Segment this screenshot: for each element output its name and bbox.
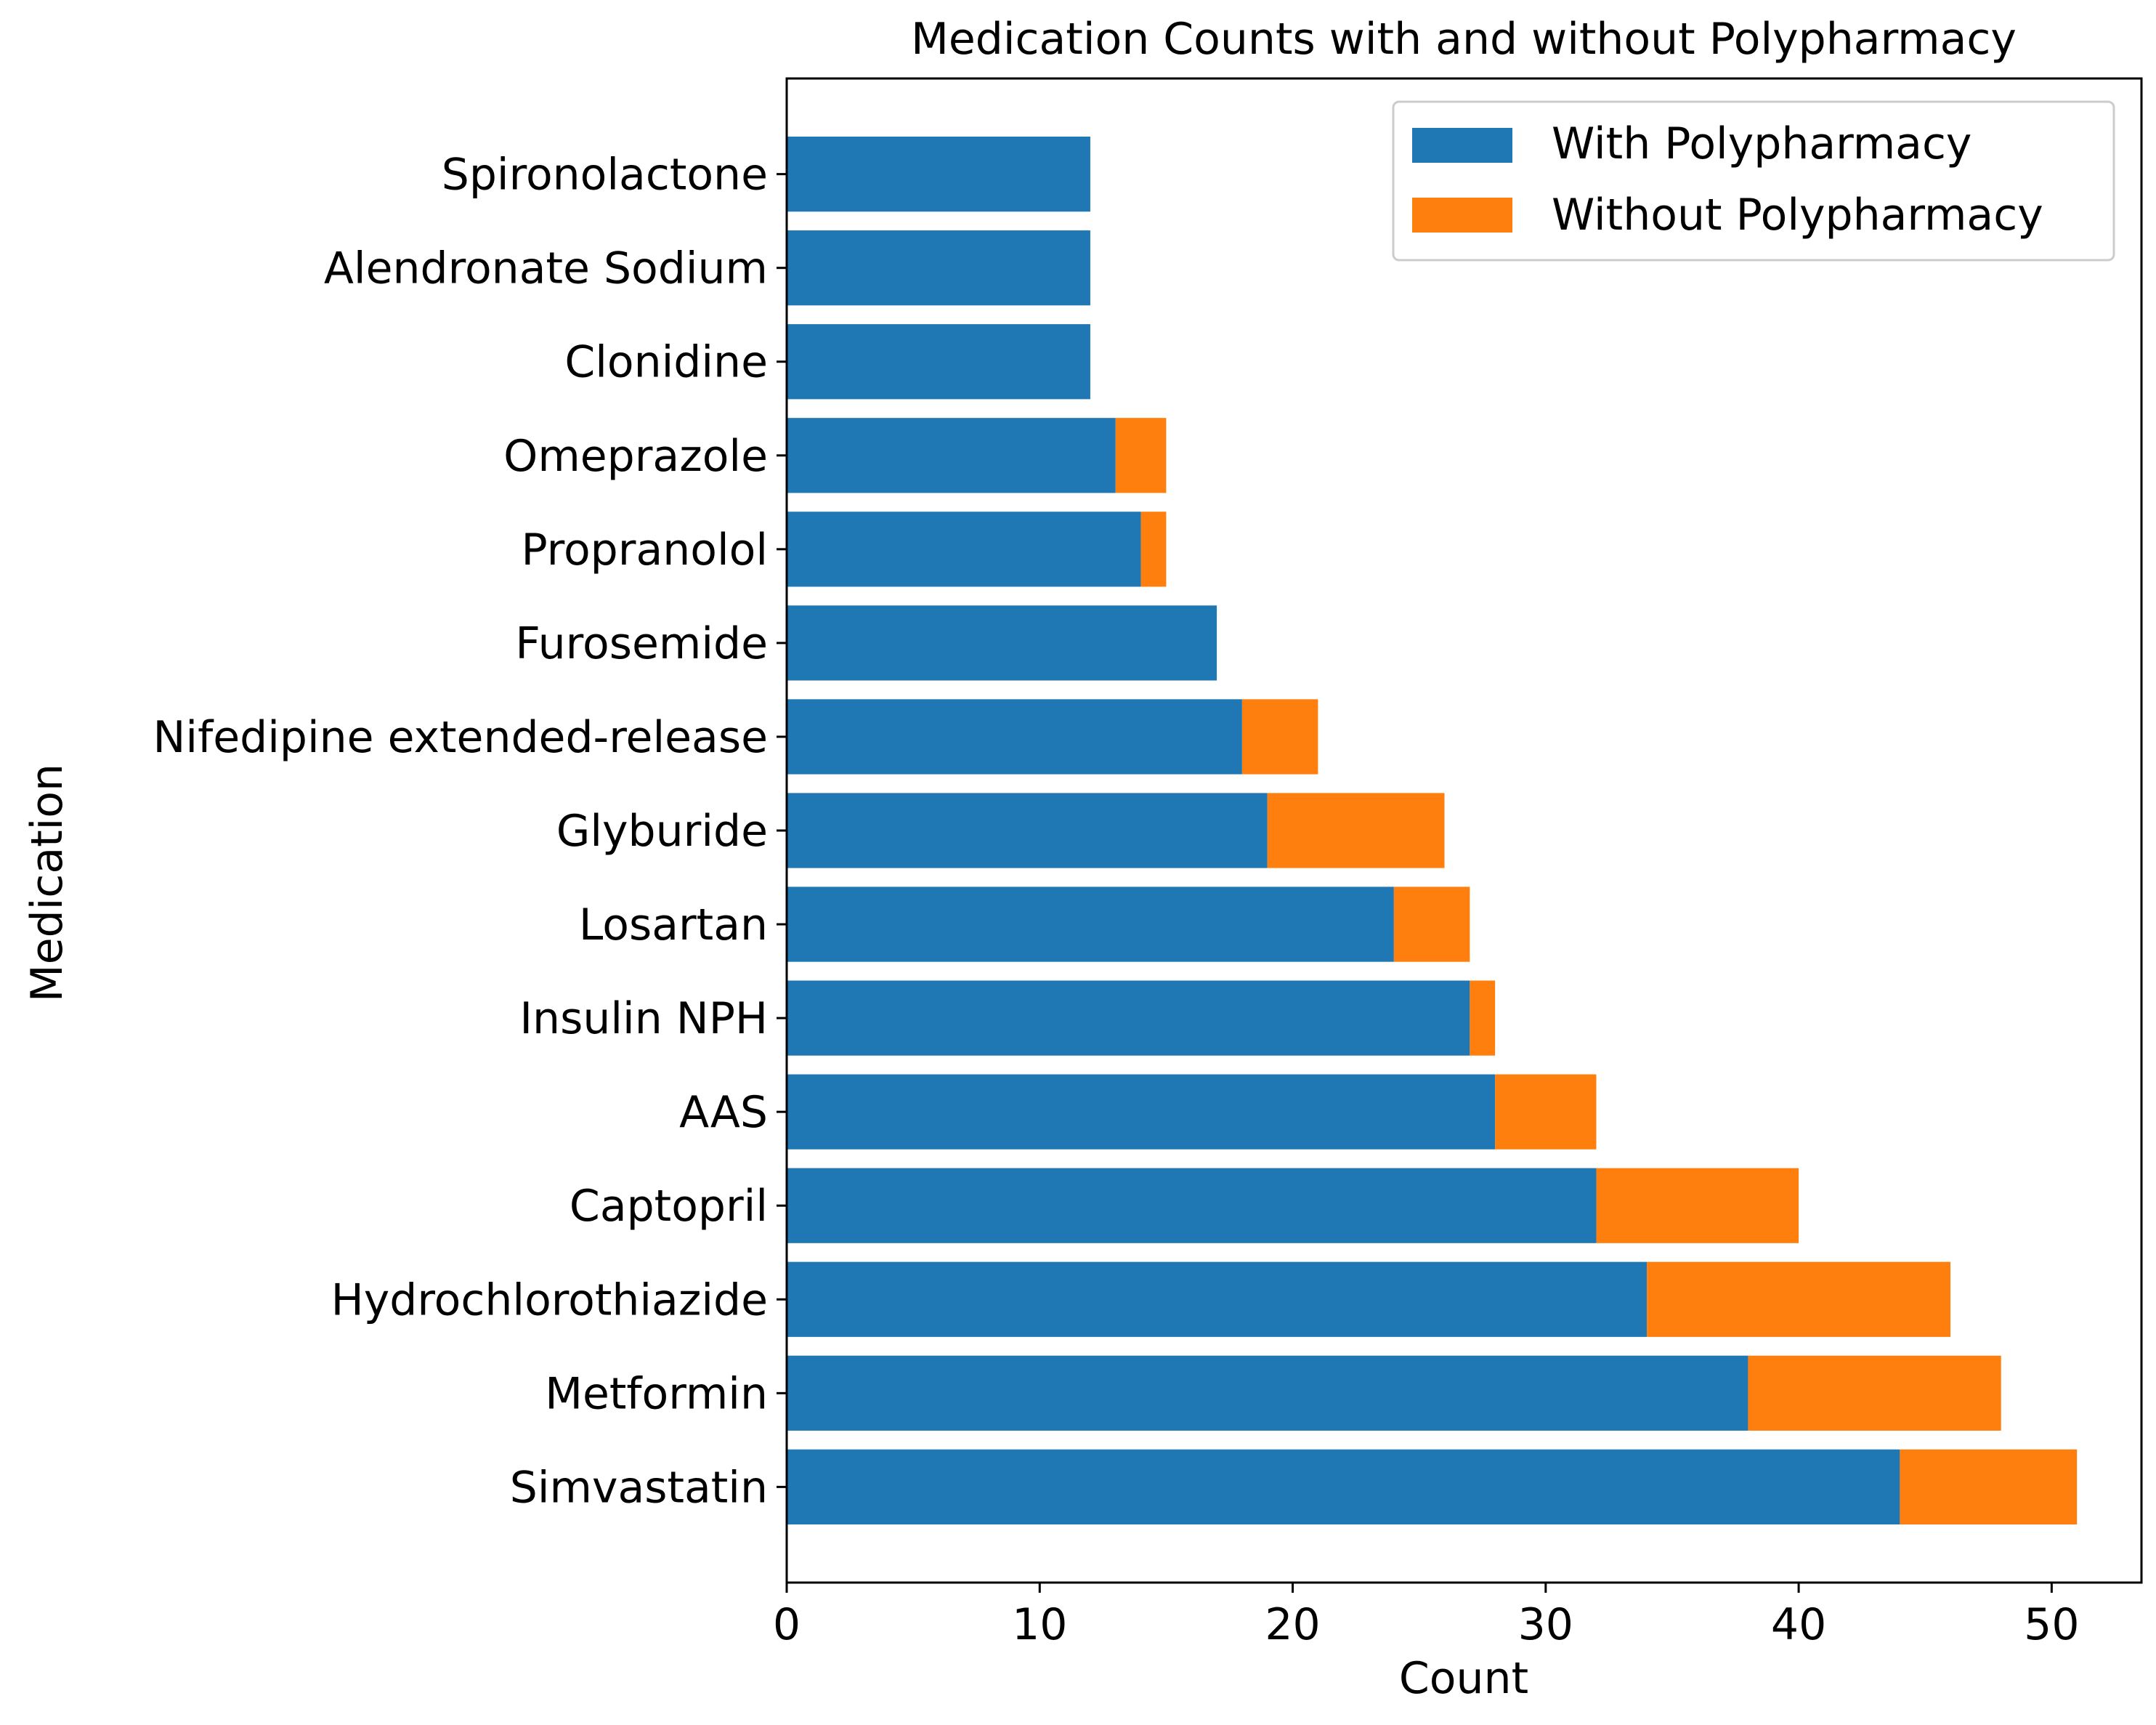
y-tick-label-glyburide: Glyburide (556, 806, 768, 857)
plot-frame (785, 77, 2143, 1584)
y-tick-label-captopril: Captopril (570, 1181, 768, 1232)
bars-layer (787, 137, 2078, 1524)
y-tick-label-furosemide: Furosemide (515, 618, 768, 669)
y-tick-label-clonidine: Clonidine (564, 337, 768, 388)
y-tick-label-nifedipine-extended-release: Nifedipine extended-release (153, 712, 768, 763)
bar-losartan-with-polypharmacy (787, 886, 1394, 962)
bar-metformin-with-polypharmacy (787, 1355, 1748, 1431)
bar-glyburide-without-polypharmacy (1267, 793, 1445, 868)
x-tick-label-20: 20 (1265, 1599, 1320, 1650)
bar-captopril-with-polypharmacy (787, 1168, 1597, 1243)
bar-insulin-nph-without-polypharmacy (1470, 980, 1496, 1056)
bar-furosemide-with-polypharmacy (787, 605, 1217, 681)
bar-spironolactone-with-polypharmacy (787, 137, 1090, 212)
y-axis-label: Medication (22, 764, 73, 1002)
legend-label-without-polypharmacy: Without Polypharmacy (1552, 190, 2043, 241)
y-tick-label-spironolactone: Spironolactone (442, 150, 768, 201)
y-tick-label-insulin-nph: Insulin NPH (519, 993, 768, 1044)
bar-metformin-without-polypharmacy (1748, 1355, 2001, 1431)
x-tick-label-50: 50 (2024, 1599, 2079, 1650)
y-tick-label-hydrochlorothiazide: Hydrochlorothiazide (331, 1274, 768, 1325)
axes-layer: Simvastatin Metformin Hydrochlorothiazide C… (153, 77, 2143, 1650)
bar-omeprazole-with-polypharmacy (787, 418, 1116, 493)
bar-omeprazole-without-polypharmacy (1115, 418, 1167, 493)
bar-hydrochlorothiazide-without-polypharmacy (1647, 1261, 1951, 1337)
bar-captopril-without-polypharmacy (1596, 1168, 1799, 1243)
y-tick-label-metformin: Metformin (545, 1368, 768, 1419)
bar-aas-with-polypharmacy (787, 1074, 1496, 1150)
legend-label-with-polypharmacy: With Polypharmacy (1552, 118, 1971, 169)
bar-glyburide-with-polypharmacy (787, 793, 1268, 868)
y-tick-label-alendronate-sodium: Alendronate Sodium (324, 243, 768, 294)
bar-nifedipine-extended-release-without-polypharmacy (1241, 699, 1318, 775)
x-tick-label-0: 0 (773, 1599, 801, 1650)
bar-propranolol-with-polypharmacy (787, 512, 1141, 587)
bar-simvastatin-with-polypharmacy (787, 1449, 1900, 1524)
bar-aas-without-polypharmacy (1495, 1074, 1597, 1150)
bar-hydrochlorothiazide-with-polypharmacy (787, 1261, 1648, 1337)
bar-insulin-nph-with-polypharmacy (787, 980, 1470, 1056)
y-tick-label-losartan: Losartan (579, 900, 768, 950)
x-tick-label-40: 40 (1771, 1599, 1826, 1650)
legend-swatch-with-polypharmacy (1412, 128, 1512, 163)
bar-clonidine-with-polypharmacy (787, 324, 1090, 400)
chart-title: Medication Counts with and without Polyp… (911, 14, 2017, 65)
y-tick-label-simvastatin: Simvastatin (510, 1462, 768, 1513)
bar-alendronate-sodium-with-polypharmacy (787, 230, 1090, 306)
bar-nifedipine-extended-release-with-polypharmacy (787, 699, 1242, 775)
bar-simvastatin-without-polypharmacy (1900, 1449, 2078, 1524)
legend-frame (1392, 100, 2115, 262)
y-tick-label-propranolol: Propranolol (522, 525, 769, 575)
x-tick-label-10: 10 (1012, 1599, 1067, 1650)
legend-swatch-without-polypharmacy (1412, 198, 1512, 233)
legend: With Polypharmacy Without Polypharmacy (1392, 100, 2115, 262)
y-tick-label-aas: AAS (679, 1087, 768, 1138)
x-tick-label-30: 30 (1518, 1599, 1573, 1650)
bar-losartan-without-polypharmacy (1393, 886, 1470, 962)
x-axis-label: Count (1399, 1653, 1528, 1704)
y-tick-label-omeprazole: Omeprazole (503, 431, 768, 482)
bar-propranolol-without-polypharmacy (1140, 512, 1167, 587)
